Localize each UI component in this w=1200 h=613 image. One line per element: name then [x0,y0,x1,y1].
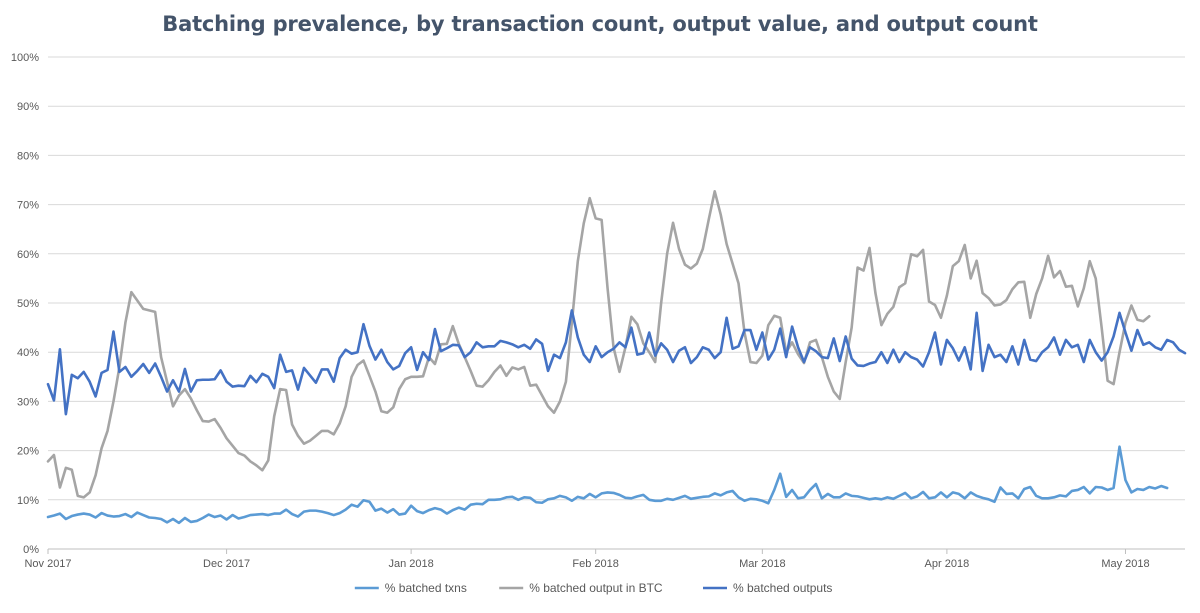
legend-item: % batched txns [354,581,467,595]
y-tick-label: 0% [23,544,39,556]
x-tick-label: Mar 2018 [739,558,785,570]
y-tick-label: 30% [17,396,39,408]
y-tick-label: 90% [17,101,39,113]
y-tick-label: 10% [17,495,39,507]
y-tick-label: 50% [17,298,39,310]
legend-label: % batched output in BTC [529,581,663,595]
x-tick-label: Nov 2017 [24,558,71,570]
gridlines [48,56,1185,550]
y-tick-label: 70% [17,200,39,212]
x-tick-label: Jan 2018 [388,558,433,570]
y-tick-label: 60% [17,249,39,261]
x-tick-label: Apr 2018 [925,558,970,570]
y-tick-label: 40% [17,347,39,359]
legend-label: % batched txns [385,581,467,595]
y-tick-label: 80% [17,150,39,162]
series-line-3 [46,309,1187,416]
series-line-1 [46,445,1169,525]
chart-title: Batching prevalence, by transaction coun… [162,12,1038,36]
x-tick-label: Feb 2018 [572,558,618,570]
y-tick-label: 100% [11,52,39,64]
legend-label: % batched outputs [733,581,832,595]
legend-item: % batched outputs [703,581,832,595]
series-lines [46,190,1187,525]
y-axis-ticks: 0% 10% 20% 30% 40% 50% 60% 70% 80% 90% 100% [11,52,39,556]
x-tick-label: Dec 2017 [203,558,250,570]
legend: % batched txns % batched output in BTC % b… [354,581,832,595]
series-line-2 [46,190,1151,499]
y-tick-label: 20% [17,446,39,458]
legend-item: % batched output in BTC [499,581,663,595]
x-tick-label: May 2018 [1101,558,1149,570]
x-axis-ticks: Nov 2017 Dec 2017 Jan 2018 Feb 2018 Mar 2018… [24,549,1150,570]
